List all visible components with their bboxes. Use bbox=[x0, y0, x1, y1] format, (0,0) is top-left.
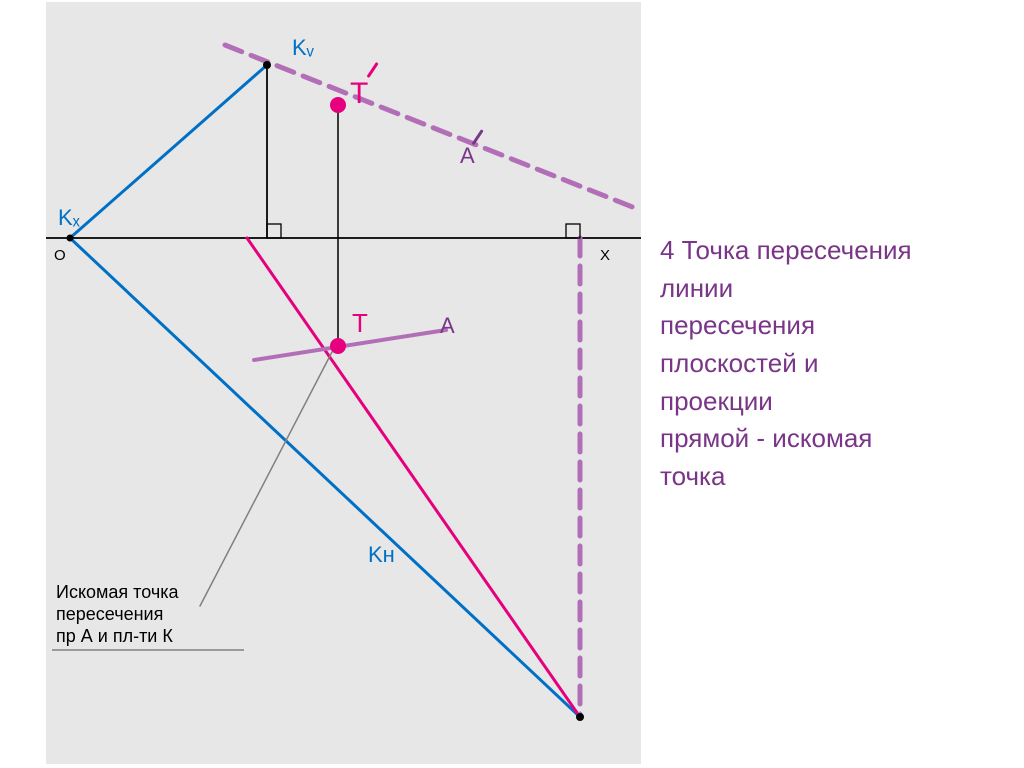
label-T: T bbox=[352, 308, 368, 338]
dot-Kx bbox=[67, 235, 74, 242]
side-text-line: 4 Точка пересечения bbox=[660, 232, 1010, 270]
side-text-line: проекции bbox=[660, 383, 1010, 421]
side-text-line: прямой - искомая bbox=[660, 420, 1010, 458]
callout-line-1: пересечения bbox=[56, 604, 163, 624]
label-Tpr: T bbox=[350, 77, 368, 110]
callout-line-0: Искомая точка bbox=[56, 582, 179, 602]
axis-label-O: O bbox=[54, 247, 66, 264]
dot-BR bbox=[576, 713, 584, 721]
dot-topV bbox=[263, 61, 271, 69]
side-text-line: точка bbox=[660, 458, 1010, 496]
label-KH: Kн bbox=[368, 542, 395, 567]
axis-label-X: X bbox=[600, 247, 610, 264]
label-Apr: A bbox=[460, 143, 475, 168]
label-Kx: Kₓ bbox=[58, 205, 81, 230]
label-Kv: Kᵥ bbox=[292, 35, 315, 60]
side-text-line: плоскостей и bbox=[660, 345, 1010, 383]
dot-T bbox=[330, 338, 346, 354]
label-A: A bbox=[440, 313, 455, 338]
callout-line-2: пр А и пл-ти К bbox=[56, 626, 173, 646]
side-text: 4 Точка пересечениялиниипересеченияплоск… bbox=[660, 232, 1010, 496]
side-text-line: пересечения bbox=[660, 307, 1010, 345]
dot-Tpr bbox=[330, 97, 346, 113]
side-text-line: линии bbox=[660, 270, 1010, 308]
